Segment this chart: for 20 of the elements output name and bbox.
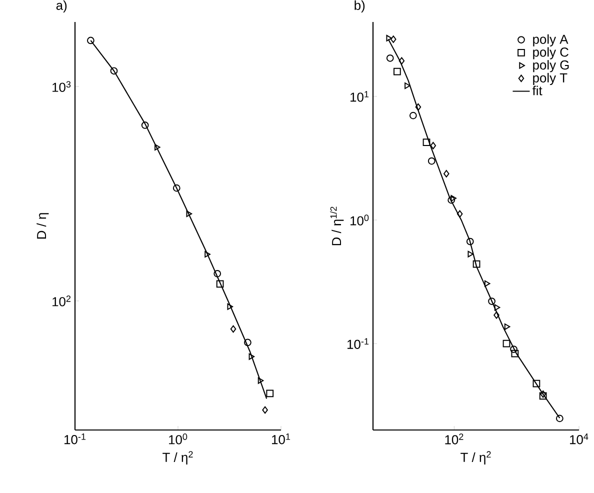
legend-label: poly T [533, 72, 568, 86]
legend-label: poly A [533, 34, 568, 46]
x-tick-label: 10$^{-1}$ [64, 434, 86, 444]
x-axis-title: T / η$^{2}$ [162, 451, 193, 465]
y-tick-label: 10$^{-1}$ [348, 338, 369, 349]
legend-label: fit [532, 86, 542, 96]
y-axis-title: D / η [36, 213, 49, 239]
y-tick-label: 10$^{1}$ [350, 91, 369, 102]
legend-label: poly C [533, 47, 568, 60]
x-axis-title: T / η$^{2}$ [460, 451, 491, 465]
chart-title: a) [56, 0, 67, 12]
chart-title: b) [354, 0, 365, 13]
y-tick-label: 10$^{0}$ [350, 214, 369, 226]
x-tick-label: 10$^{2}$ [445, 434, 464, 444]
x-tick-label: 10$^{1}$ [272, 434, 290, 444]
x-tick-label: 10$^{0}$ [169, 434, 188, 444]
y-tick-label: 10$^{3}$ [52, 81, 71, 92]
legend-label: poly G [533, 60, 569, 72]
x-tick-label: 10$^{4}$ [570, 434, 588, 444]
y-axis-title: D / η$^{1/2}$ [330, 206, 344, 246]
